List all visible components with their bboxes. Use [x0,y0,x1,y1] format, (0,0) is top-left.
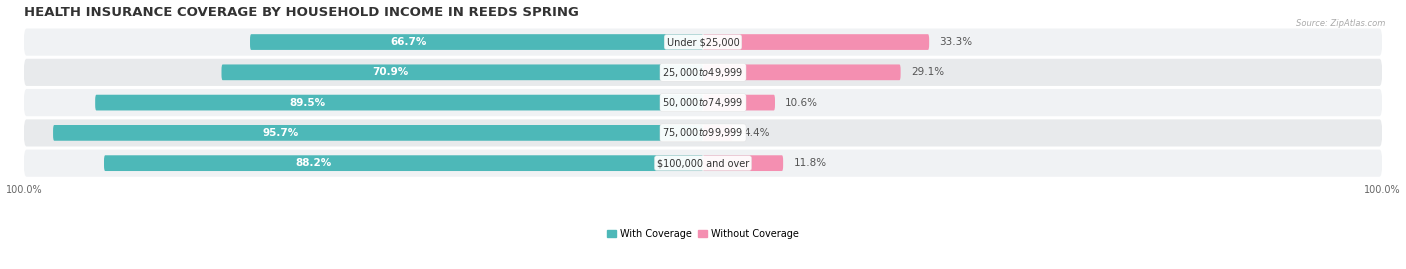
Text: 29.1%: 29.1% [911,67,943,77]
FancyBboxPatch shape [104,155,703,171]
Text: HEALTH INSURANCE COVERAGE BY HOUSEHOLD INCOME IN REEDS SPRING: HEALTH INSURANCE COVERAGE BY HOUSEHOLD I… [24,6,579,19]
FancyBboxPatch shape [24,29,1382,56]
Text: $25,000 to $49,999: $25,000 to $49,999 [662,66,744,79]
Text: 95.7%: 95.7% [263,128,298,138]
Text: $50,000 to $74,999: $50,000 to $74,999 [662,96,744,109]
FancyBboxPatch shape [24,119,1382,147]
Text: 11.8%: 11.8% [793,158,827,168]
Text: $100,000 and over: $100,000 and over [657,158,749,168]
Text: 33.3%: 33.3% [939,37,973,47]
Legend: With Coverage, Without Coverage: With Coverage, Without Coverage [603,225,803,243]
Text: 4.4%: 4.4% [742,128,769,138]
FancyBboxPatch shape [703,95,775,111]
Text: Under $25,000: Under $25,000 [666,37,740,47]
FancyBboxPatch shape [250,34,703,50]
FancyBboxPatch shape [53,125,703,141]
Text: Source: ZipAtlas.com: Source: ZipAtlas.com [1295,19,1385,28]
FancyBboxPatch shape [703,125,733,141]
FancyBboxPatch shape [24,59,1382,86]
Text: 66.7%: 66.7% [391,37,427,47]
Text: 88.2%: 88.2% [295,158,332,168]
FancyBboxPatch shape [96,95,703,111]
Text: 89.5%: 89.5% [290,98,326,108]
FancyBboxPatch shape [703,34,929,50]
FancyBboxPatch shape [703,65,901,80]
Text: 70.9%: 70.9% [373,67,408,77]
FancyBboxPatch shape [24,89,1382,116]
Text: 10.6%: 10.6% [785,98,818,108]
FancyBboxPatch shape [24,150,1382,177]
Text: $75,000 to $99,999: $75,000 to $99,999 [662,126,744,139]
FancyBboxPatch shape [222,65,703,80]
FancyBboxPatch shape [703,155,783,171]
